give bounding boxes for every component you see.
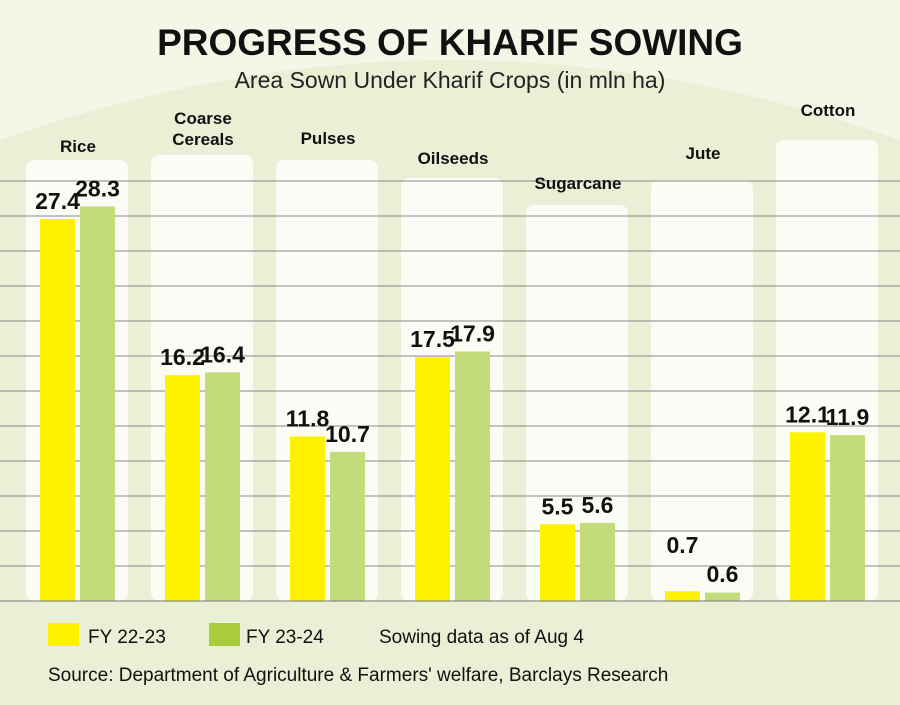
bar-coarse-cereals-fy-23-24	[205, 372, 240, 601]
background-arc	[0, 0, 900, 140]
category-label-sugarcane: Sugarcane	[535, 174, 622, 193]
bar-rice-fy-22-23	[40, 219, 75, 601]
bar-cotton-fy-22-23	[790, 432, 825, 601]
panel-sugarcane	[526, 205, 628, 601]
bar-oilseeds-fy-23-24	[455, 351, 490, 601]
value-label-jute-fy-23-24: 0.6	[707, 561, 739, 587]
value-label-sugarcane-fy-23-24: 5.6	[582, 492, 614, 518]
category-label-cotton: Cotton	[801, 101, 856, 120]
value-label-oilseeds-fy-23-24: 17.9	[450, 320, 495, 346]
chart-title: PROGRESS OF KHARIF SOWING	[157, 22, 743, 63]
category-label-coarse-cereals: Cereals	[172, 130, 233, 149]
bar-sugarcane-fy-22-23	[540, 524, 575, 601]
bar-pulses-fy-23-24	[330, 451, 365, 601]
chart-subtitle: Area Sown Under Kharif Crops (in mln ha)	[235, 67, 666, 93]
category-label-oilseeds: Oilseeds	[418, 149, 489, 168]
bar-oilseeds-fy-22-23	[415, 357, 450, 601]
value-label-coarse-cereals-fy-22-23: 16.2	[160, 344, 205, 370]
value-label-pulses-fy-22-23: 11.8	[286, 406, 330, 432]
value-label-oilseeds-fy-22-23: 17.5	[410, 326, 455, 352]
value-label-pulses-fy-23-24: 10.7	[325, 421, 370, 447]
category-label-jute: Jute	[686, 144, 721, 163]
legend-label-fy23-24: FY 23-24	[246, 627, 324, 648]
bar-sugarcane-fy-23-24	[580, 522, 615, 601]
category-label-pulses: Pulses	[301, 129, 356, 148]
bar-jute-fy-22-23	[665, 591, 700, 601]
value-label-sugarcane-fy-22-23: 5.5	[542, 493, 574, 519]
value-label-jute-fy-22-23: 0.7	[667, 532, 699, 558]
bar-jute-fy-23-24	[705, 592, 740, 601]
source-note: Source: Department of Agriculture & Farm…	[48, 665, 668, 686]
value-label-cotton-fy-22-23: 12.1	[785, 401, 830, 427]
category-label-coarse-cereals: Coarse	[174, 109, 232, 128]
value-label-cotton-fy-23-24: 11.9	[826, 404, 870, 430]
category-label-rice: Rice	[60, 137, 96, 156]
bar-coarse-cereals-fy-22-23	[165, 375, 200, 601]
legend-swatch-fy22-23	[48, 623, 79, 646]
legend-swatch-fy23-24	[209, 623, 240, 646]
bar-pulses-fy-22-23	[290, 436, 325, 601]
value-label-coarse-cereals-fy-23-24: 16.4	[200, 341, 245, 367]
bar-rice-fy-23-24	[80, 206, 115, 602]
bar-cotton-fy-23-24	[830, 435, 865, 601]
data-note: Sowing data as of Aug 4	[379, 627, 584, 648]
value-label-rice-fy-23-24: 28.3	[75, 175, 120, 201]
value-label-rice-fy-22-23: 27.4	[35, 188, 80, 214]
legend-label-fy22-23: FY 22-23	[88, 627, 166, 648]
